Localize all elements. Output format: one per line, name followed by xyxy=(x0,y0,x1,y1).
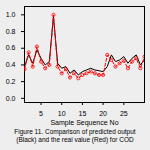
svg-text:10: 10 xyxy=(58,110,66,117)
svg-text:0.8: 0.8 xyxy=(6,28,16,35)
svg-text:5: 5 xyxy=(39,110,43,117)
svg-text:0.6: 0.6 xyxy=(6,44,16,51)
svg-text:Sample Sequence No: Sample Sequence No xyxy=(50,119,118,127)
svg-text:0.4: 0.4 xyxy=(6,61,16,68)
svg-text:0.2: 0.2 xyxy=(6,78,16,85)
html-text:Figure 11. Comparison of predi: Figure 11. Comparison of predicted outpu… xyxy=(14,128,136,135)
html-text:(Black) and the real value (Re: (Black) and the real value (Red) for COD xyxy=(16,135,134,143)
svg-text:1.0: 1.0 xyxy=(6,11,16,18)
svg-text:25: 25 xyxy=(120,110,128,117)
svg-text:20: 20 xyxy=(99,110,107,117)
svg-text:15: 15 xyxy=(79,110,87,117)
svg-text:0.0: 0.0 xyxy=(6,95,16,102)
